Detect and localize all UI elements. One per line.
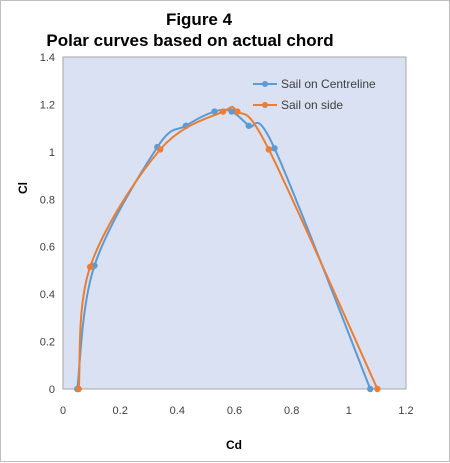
legend-marker-side: [262, 102, 268, 108]
data-point-side: [156, 146, 164, 153]
data-point-side: [86, 263, 94, 271]
data-point-centreline: [271, 145, 278, 152]
y-tick-label: 1: [49, 147, 55, 159]
data-point-centreline: [367, 385, 374, 393]
x-tick-label: 0: [60, 405, 66, 417]
x-axis-label: Cd: [226, 438, 242, 452]
legend-marker-centreline: [262, 81, 268, 87]
data-point-side: [219, 108, 227, 115]
legend-label-side: Sail on side: [281, 98, 343, 112]
chart-title: Figure 4: [166, 10, 233, 29]
x-tick-label: 0.4: [170, 405, 185, 417]
data-point-side: [265, 146, 272, 153]
y-tick-label: 1.2: [40, 99, 55, 111]
x-tick-label: 1: [346, 405, 352, 417]
data-point-side: [75, 385, 82, 393]
data-point-centreline: [228, 108, 235, 115]
y-axis-ticks: 0 0.2 0.4 0.6 0.8 1 1.2 1.4: [40, 52, 55, 396]
data-point-side: [234, 108, 241, 115]
x-tick-label: 0.6: [227, 405, 242, 417]
y-tick-label: 0.8: [40, 194, 55, 206]
x-tick-label: 0.2: [113, 405, 128, 417]
y-tick-label: 0.4: [40, 289, 55, 301]
legend-label-centreline: Sail on Centreline: [281, 77, 376, 91]
x-axis-ticks: 0 0.2 0.4 0.6 0.8 1 1.2: [60, 405, 414, 417]
x-tick-label: 1.2: [398, 405, 413, 417]
chart-subtitle: Polar curves based on actual chord: [46, 31, 333, 50]
y-tick-label: 1.4: [40, 52, 55, 64]
y-tick-label: 0.6: [40, 242, 55, 254]
data-point-centreline: [211, 108, 218, 115]
series-layer: [74, 105, 381, 393]
y-tick-label: 0.2: [40, 337, 55, 349]
y-tick-label: 0: [49, 384, 55, 396]
data-point-centreline: [245, 122, 252, 129]
legend: Sail on Centreline Sail on side: [253, 77, 376, 112]
x-tick-label: 0.8: [284, 405, 299, 417]
data-point-side: [374, 385, 381, 393]
y-axis-label: Cl: [16, 182, 30, 194]
